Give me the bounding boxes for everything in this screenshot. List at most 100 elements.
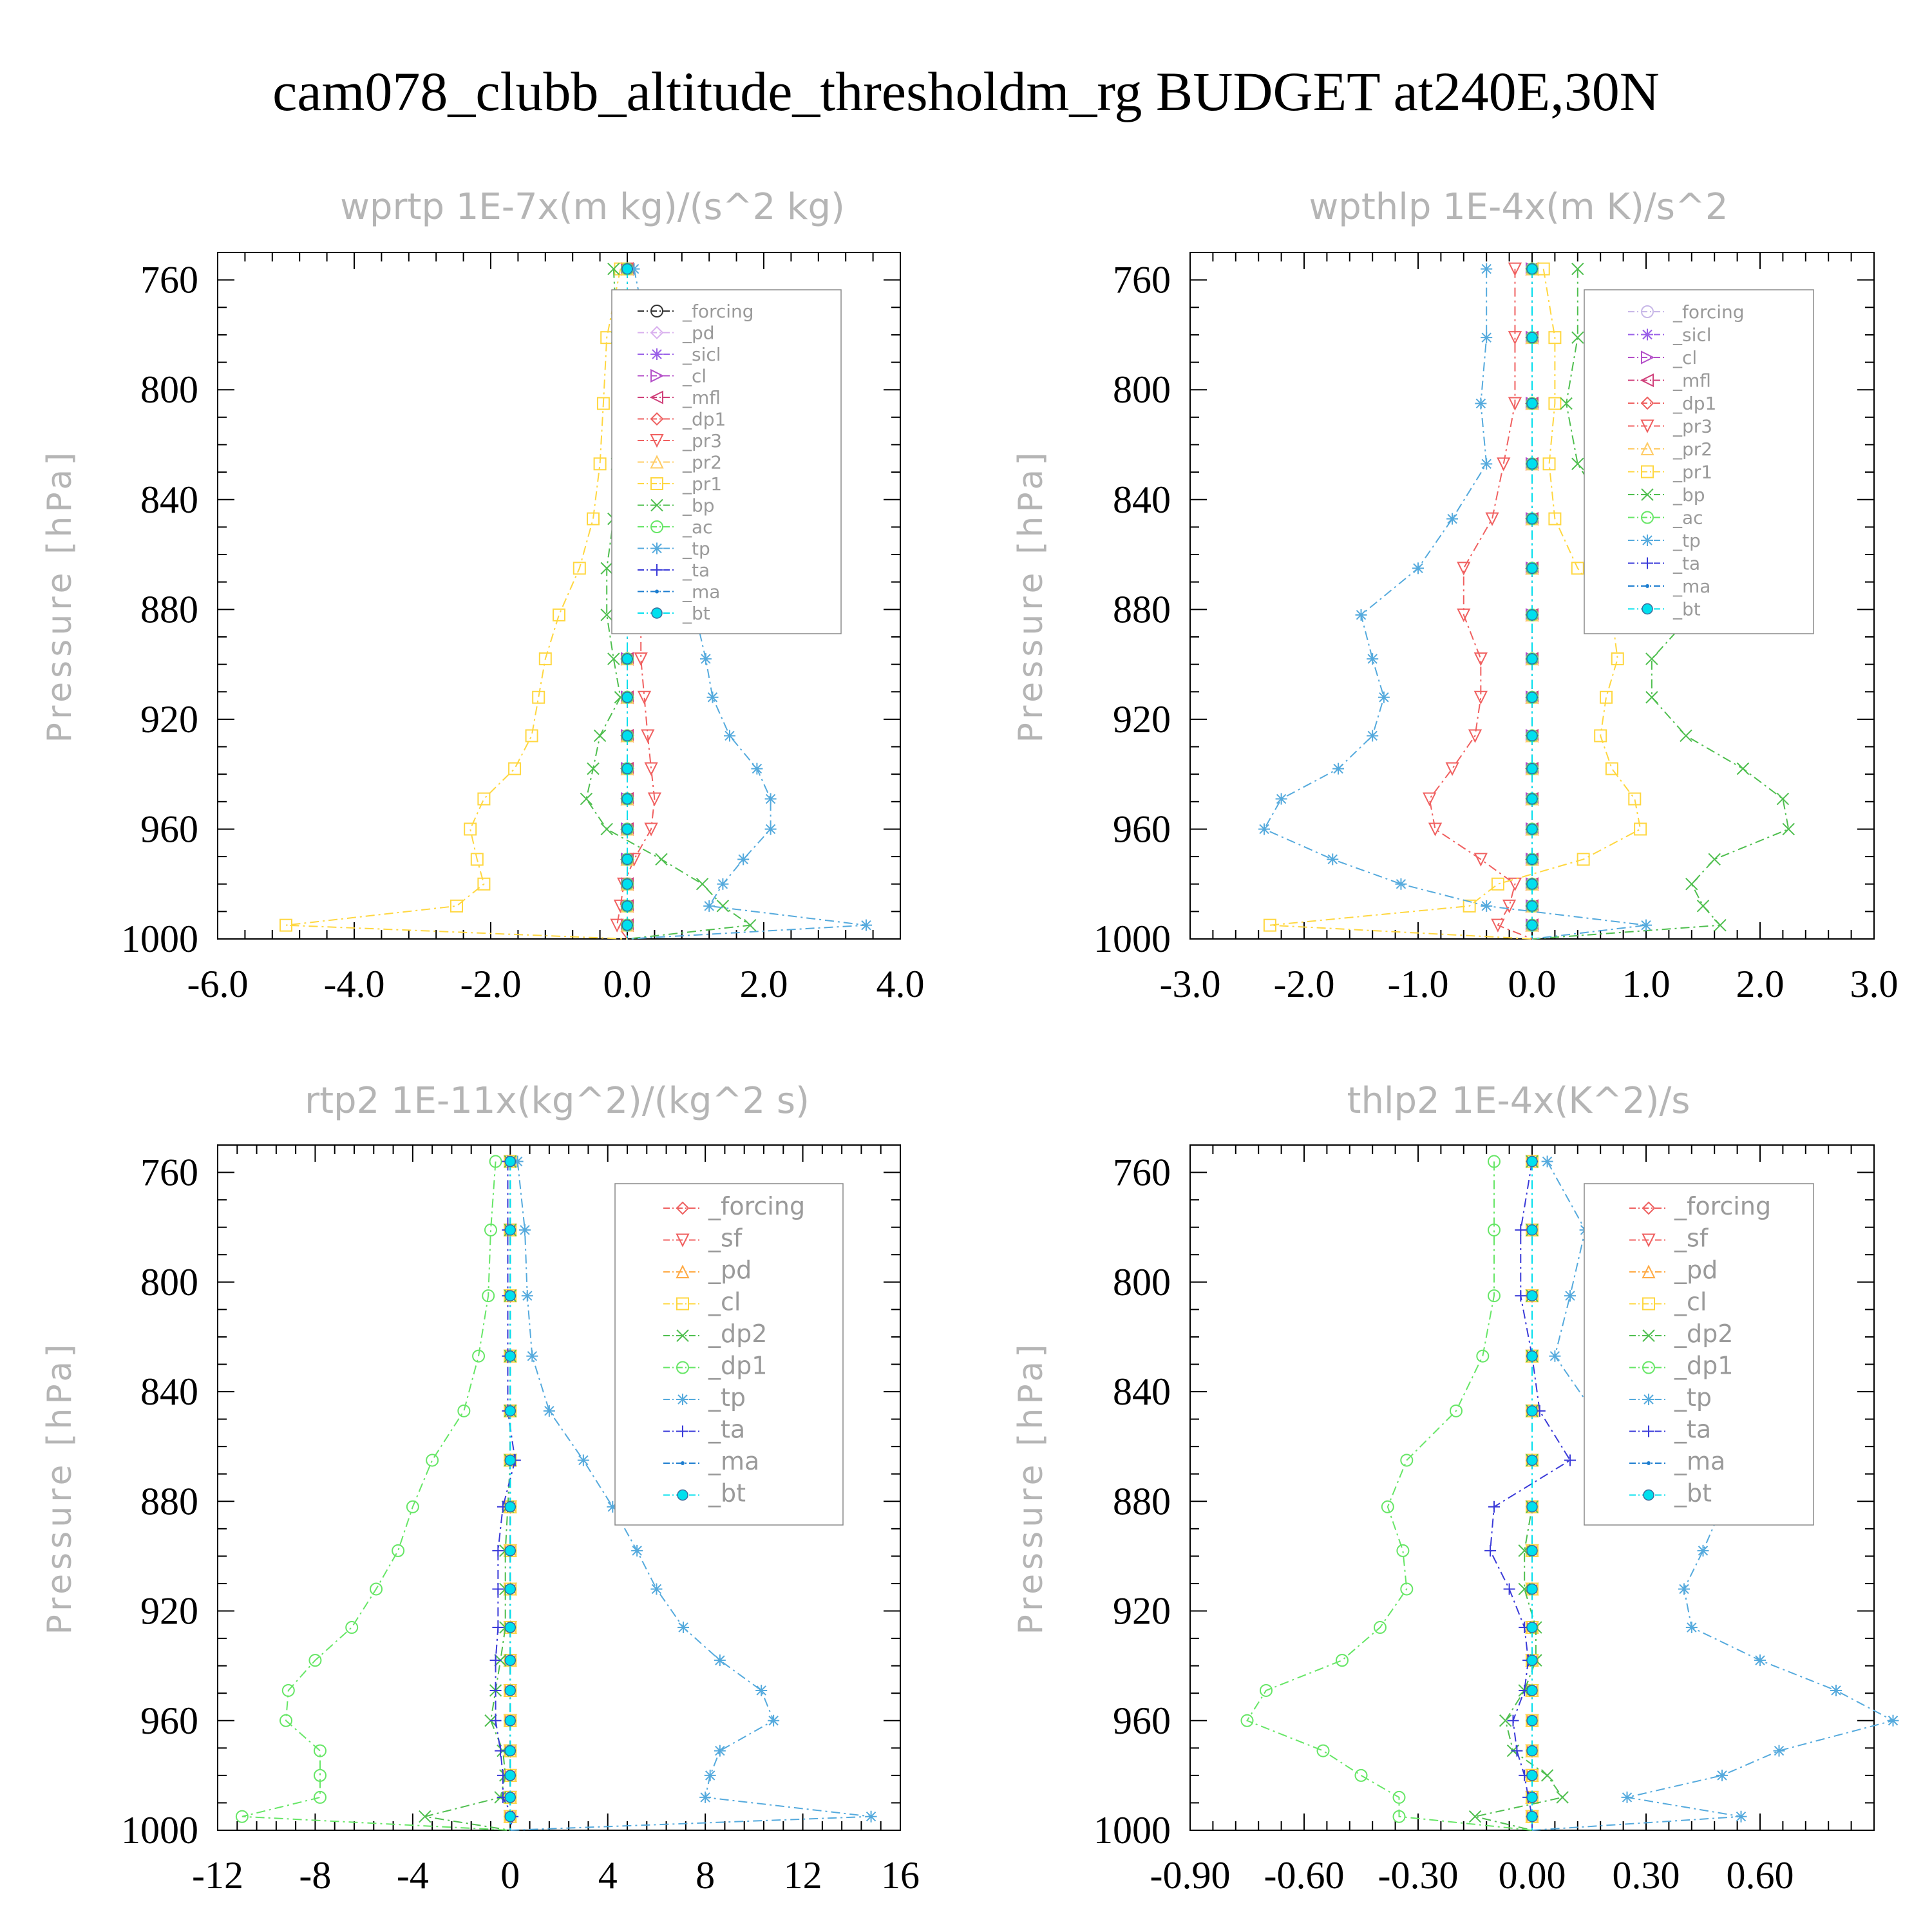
point-tp: [699, 653, 712, 665]
point-bt: [1526, 878, 1538, 890]
point-tp: [607, 1501, 619, 1513]
series-line-dp1: [1246, 1161, 1533, 1831]
point-bt: [1526, 1792, 1538, 1803]
panel-wprtp: wprtp 1E-7x(m kg)/(s^2 kg) Pressure [hPa]…: [41, 186, 925, 1005]
legend-item-dp1: _dp1: [638, 409, 726, 430]
series-dp2: [419, 1155, 516, 1831]
legend-item-ta: _ta: [663, 1416, 745, 1444]
point-bt: [504, 1290, 516, 1302]
point-tp: [1716, 1769, 1728, 1781]
series-line-tp: [1263, 269, 1647, 940]
y-axis-label: Pressure [hPa]: [1012, 1341, 1050, 1635]
point-dp1: [1374, 1621, 1387, 1634]
series-line-dp1: [242, 1161, 511, 1831]
point-bt: [504, 1792, 516, 1803]
point-bt: [504, 1583, 516, 1595]
point-pr1: [1571, 562, 1584, 575]
point-pr1: [573, 562, 586, 575]
point-pr3: [1468, 729, 1482, 743]
y-tick-label: 960: [1113, 808, 1171, 850]
legend-marker: [1640, 396, 1654, 410]
legend-item-sf: _sf: [1629, 1224, 1709, 1253]
point-tp: [1412, 562, 1424, 574]
point-tp: [1564, 1290, 1576, 1302]
point-tp: [1773, 1745, 1785, 1757]
x-tick-label: 1.0: [1622, 963, 1671, 1005]
legend-label: _tp: [708, 1383, 746, 1412]
legend-marker: [1642, 557, 1653, 569]
panel-title: wprtp 1E-7x(m kg)/(s^2 kg): [340, 186, 845, 228]
legend-label: _sf: [708, 1224, 743, 1253]
point-pr1: [1611, 652, 1624, 666]
point-pr1: [477, 877, 491, 891]
point-dp1: [281, 1683, 295, 1697]
point-pr1: [1463, 899, 1476, 913]
point-bt: [504, 1810, 516, 1823]
point-bt: [504, 1224, 516, 1236]
legend-marker: [1645, 584, 1649, 588]
series-pr1: [279, 262, 628, 940]
y-tick-label: 880: [140, 588, 198, 630]
legend-item-cl: _cl: [638, 366, 706, 387]
point-bt: [504, 1155, 516, 1168]
legend-item-bt: _bt: [1629, 1479, 1712, 1508]
point-bt: [1526, 1350, 1538, 1362]
point-pr1: [1542, 457, 1556, 471]
legend-item-pr2: _pr2: [638, 452, 722, 473]
point-bt: [1526, 609, 1538, 621]
point-dp1: [1488, 1155, 1501, 1168]
point-dp1: [1450, 1404, 1463, 1417]
point-tp: [1475, 397, 1487, 410]
series-pr3: [1423, 262, 1533, 940]
point-dp2: [1540, 1769, 1554, 1782]
y-tick-label: 960: [1113, 1700, 1171, 1742]
legend-item-dp2: _dp2: [1629, 1320, 1733, 1348]
point-bt: [504, 1685, 516, 1696]
point-tp: [1697, 1544, 1709, 1557]
point-dp1: [406, 1500, 419, 1513]
legend-item-pr3: _pr3: [638, 430, 722, 451]
x-tick-label: 0.00: [1499, 1854, 1566, 1897]
point-bt: [504, 1622, 516, 1633]
point-bt: [1526, 1155, 1538, 1168]
y-tick-label: 1000: [1094, 1809, 1171, 1852]
y-axis-label: Pressure [hPa]: [1012, 449, 1050, 743]
point-pr3: [1473, 853, 1488, 867]
point-pr3: [1502, 899, 1517, 914]
legend-label: _cl: [708, 1288, 741, 1316]
legend-label: _sicl: [1672, 325, 1712, 346]
point-dp1: [1396, 1544, 1410, 1557]
figure-title: cam078_clubb_altitude_thresholdm_rg BUDG…: [272, 61, 1660, 122]
point-bt: [621, 263, 633, 275]
y-tick-label: 1000: [121, 918, 198, 960]
legend-marker: [676, 1361, 689, 1374]
point-bt: [1526, 653, 1538, 665]
legend-label: _forcing: [682, 301, 754, 322]
point-bt: [1526, 263, 1538, 275]
point-tp: [1887, 1714, 1899, 1727]
point-bp: [607, 652, 620, 665]
legend-marker: [1641, 511, 1654, 524]
legend-marker: [1642, 1361, 1655, 1374]
point-pr3: [637, 690, 652, 705]
legend-item-bt: _bt: [663, 1479, 746, 1508]
plot-frame: [217, 252, 901, 940]
point-bp: [1714, 918, 1727, 932]
legend-item-dp1: _dp1: [1628, 393, 1716, 414]
legend-label: _mfl: [682, 387, 721, 408]
series-ta: [489, 1155, 521, 1831]
point-tp: [1275, 793, 1287, 805]
point-bt: [1526, 513, 1538, 525]
y-tick-label: 880: [1113, 588, 1171, 630]
y-tick-label: 960: [140, 808, 198, 850]
point-ta: [1507, 1714, 1519, 1727]
point-dp1: [1336, 1654, 1349, 1667]
legend-marker: [650, 477, 663, 490]
point-dp1: [345, 1621, 359, 1634]
legend-item-sf: _sf: [663, 1224, 743, 1253]
point-dp2: [419, 1810, 431, 1823]
x-tick-label: 3.0: [1850, 963, 1899, 1005]
point-bt: [621, 853, 633, 866]
point-tp: [1378, 691, 1390, 703]
legend-marker: [650, 455, 664, 469]
